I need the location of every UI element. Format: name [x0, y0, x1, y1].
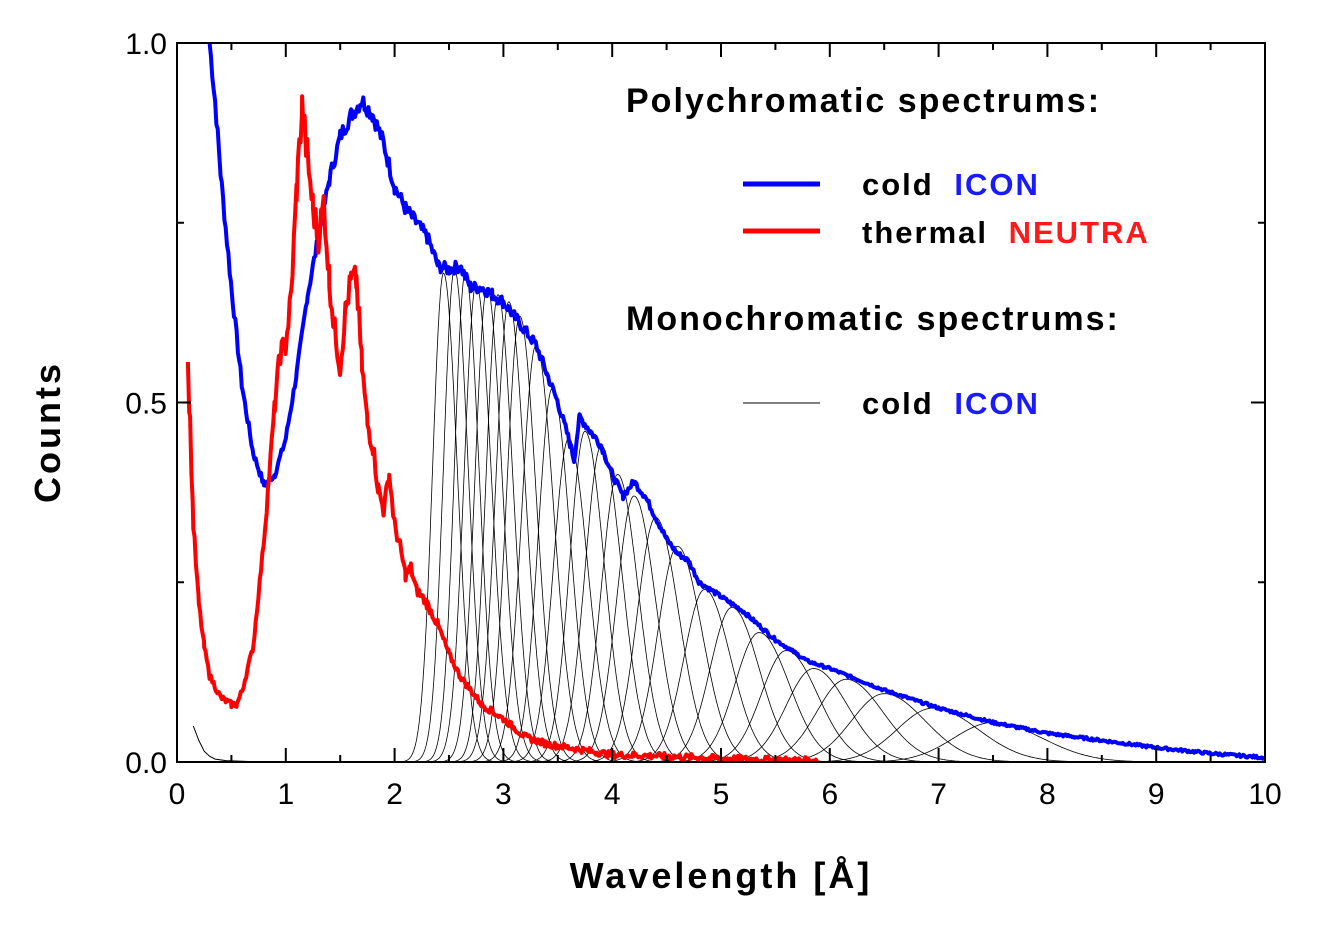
x-tick-label: 8 [1039, 778, 1056, 811]
mono-peak-line [552, 473, 699, 762]
mono-peak-line [479, 344, 607, 762]
legend-label-mono: cold ICON [862, 386, 1040, 421]
legend-name-icon: ICON [954, 167, 1040, 202]
y-tick-label: 0.5 [125, 388, 167, 421]
mono-peak-line [622, 588, 807, 762]
x-tick-label: 5 [713, 778, 730, 811]
series-line-neutra [185, 94, 821, 762]
series-line-icon [207, 43, 1265, 761]
mono-peak-line [450, 294, 558, 762]
mono-peak-line [753, 693, 1048, 762]
mono-peak-line [663, 632, 878, 762]
x-tick-label: 4 [604, 778, 621, 811]
x-tick-label: 9 [1148, 778, 1165, 811]
x-tick-label: 7 [930, 778, 947, 811]
plot-frame [176, 42, 1266, 763]
mono-peak-line [599, 545, 775, 762]
mono-tail-line [192, 725, 265, 762]
x-tick-label: 3 [495, 778, 512, 811]
mono-peak-line [400, 272, 498, 762]
mono-peak-line [536, 445, 683, 762]
legend-prefix-neutra: thermal [862, 215, 988, 250]
y-tick-label: 1.0 [125, 28, 167, 61]
legend-prefix-icon: cold [862, 167, 934, 202]
legend-prefix-mono: cold [862, 386, 934, 421]
x-tick-label: 6 [821, 778, 838, 811]
legend: Polychromatic spectrums: cold ICON therm… [626, 82, 1150, 421]
x-tick-label: 10 [1248, 778, 1281, 811]
x-tick-label: 0 [169, 778, 186, 811]
x-axis-title: Wavelength [Å] [570, 855, 873, 896]
poly-spectra [185, 43, 1265, 762]
mono-peak-line [428, 283, 536, 762]
legend-name-neutra: NEUTRA [1009, 215, 1150, 250]
y-axis-title: Counts [27, 361, 68, 503]
mono-peak-line [467, 315, 586, 762]
legend-label-icon: cold ICON [862, 167, 1040, 202]
x-tick-label: 1 [277, 778, 294, 811]
legend-name-mono: ICON [954, 386, 1040, 421]
legend-mono-heading: Monochromatic spectrums: [626, 300, 1120, 338]
legend-poly-heading: Polychromatic spectrums: [626, 82, 1101, 120]
axis-ticks: 0 1 2 3 4 5 6 7 8 9 10 0.0 0.5 1.0 [125, 28, 1281, 811]
y-tick-label: 0.0 [125, 747, 167, 780]
mono-peak-line [439, 287, 547, 762]
mono-peak-line [728, 678, 993, 762]
legend-label-neutra: thermal NEUTRA [862, 215, 1150, 250]
mono-peak-line [644, 606, 841, 762]
mono-peak-line [410, 268, 509, 762]
x-tick-label: 2 [386, 778, 403, 811]
